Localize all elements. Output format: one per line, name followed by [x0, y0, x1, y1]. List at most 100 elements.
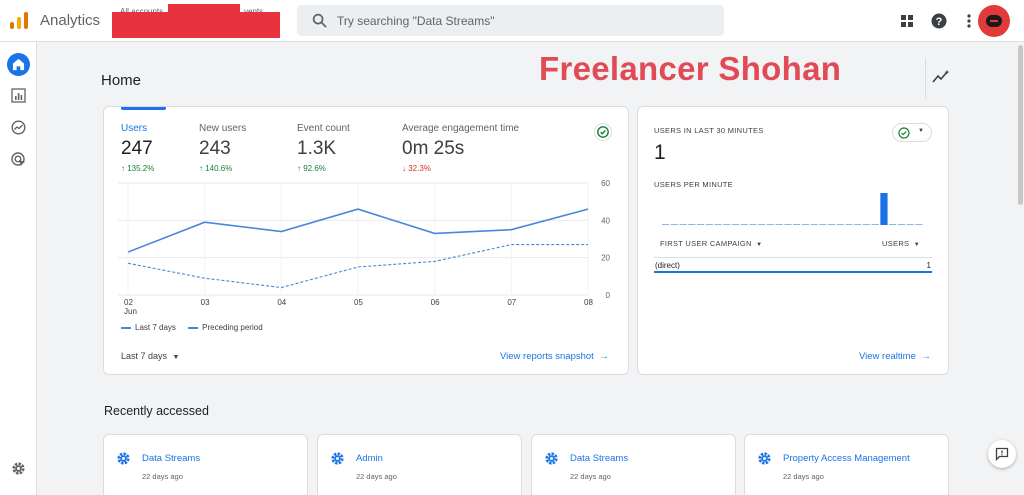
- metric-change-value: 140.6%: [205, 164, 233, 173]
- series-line-preceding-period: [127, 244, 588, 289]
- minute-bar[interactable]: [784, 224, 792, 225]
- metric-tab-users[interactable]: Users 247 ↑ 135.2%: [121, 123, 154, 173]
- minute-bar[interactable]: [662, 224, 670, 225]
- column-header-label: USERS: [882, 239, 910, 248]
- minute-bar[interactable]: [670, 224, 678, 225]
- minute-bar[interactable]: [827, 224, 836, 225]
- left-nav-rail: [0, 42, 37, 495]
- minute-bar[interactable]: [758, 224, 766, 225]
- app-title: Analytics: [40, 12, 101, 29]
- account-picker[interactable]: All accounts vents: [112, 4, 282, 38]
- minute-bar[interactable]: [705, 224, 713, 225]
- link-label: View reports snapshot: [500, 351, 594, 362]
- realtime-card: USERS IN LAST 30 MINUTES 1 ▼ USERS PER M…: [637, 106, 949, 375]
- x-tick-sublabel: Jun: [124, 307, 137, 316]
- minute-bar[interactable]: [871, 224, 879, 225]
- campaign-column-header[interactable]: FIRST USER CAMPAIGN ▼: [660, 239, 762, 248]
- x-tick-label: 04: [277, 298, 286, 307]
- minute-bar[interactable]: [749, 224, 757, 225]
- analytics-logo-icon[interactable]: [9, 12, 29, 30]
- y-tick-label: 0: [606, 291, 611, 300]
- minute-bar[interactable]: [766, 224, 775, 225]
- minute-bar[interactable]: [819, 224, 827, 225]
- legend-item: Last 7 days: [121, 323, 176, 332]
- users-column-header[interactable]: USERS ▼: [882, 239, 920, 248]
- legend-label: Last 7 days: [135, 323, 176, 332]
- insights-sparkle-icon[interactable]: [932, 70, 950, 84]
- x-tick-label: 05: [354, 298, 363, 307]
- view-realtime-link[interactable]: View realtime →: [859, 351, 931, 362]
- redaction-mark: [168, 4, 240, 14]
- recent-item-card[interactable]: Admin 22 days ago: [317, 434, 522, 495]
- arrow-up-icon: ↑: [199, 164, 206, 173]
- help-icon[interactable]: ?: [930, 12, 948, 30]
- series-line-last-7-days: [127, 208, 589, 253]
- arrow-up-icon: ↑: [297, 164, 304, 173]
- minute-bar[interactable]: [915, 224, 923, 225]
- apps-grid-icon[interactable]: [898, 12, 916, 30]
- minute-bar[interactable]: [723, 224, 731, 225]
- metric-change: ↓ 32.3%: [402, 164, 519, 173]
- explore-trend-icon[interactable]: [11, 120, 26, 135]
- minute-bar[interactable]: [714, 224, 722, 225]
- minute-bar[interactable]: [731, 224, 740, 225]
- reports-bar-chart-icon[interactable]: [11, 88, 26, 103]
- avatar[interactable]: [978, 5, 1010, 37]
- overview-card: Users 247 ↑ 135.2% New users 243 ↑ 140.6…: [103, 106, 629, 375]
- avatar-glyph: [986, 15, 1002, 27]
- minute-bar[interactable]: [880, 193, 888, 225]
- more-vert-icon[interactable]: [960, 12, 978, 30]
- realtime-status-dropdown[interactable]: ▼: [892, 123, 932, 142]
- search-box[interactable]: [297, 5, 724, 36]
- minute-bar[interactable]: [854, 224, 862, 225]
- page-scrollbar[interactable]: [1018, 45, 1023, 205]
- metric-tab-new-users[interactable]: New users 243 ↑ 140.6%: [199, 123, 246, 173]
- minute-bar[interactable]: [688, 224, 696, 225]
- recent-item-card[interactable]: Data Streams 22 days ago: [103, 434, 308, 495]
- metric-tab-event-count[interactable]: Event count 1.3K ↑ 92.6%: [297, 123, 350, 173]
- minute-bar[interactable]: [679, 224, 687, 225]
- dropdown-arrow-icon: ▼: [172, 354, 180, 361]
- minute-bar[interactable]: [740, 224, 748, 225]
- x-tick-label: 02: [124, 298, 133, 307]
- feedback-button[interactable]: [988, 440, 1016, 468]
- metric-label: Event count: [297, 123, 350, 134]
- legend-item: Preceding period: [188, 323, 263, 332]
- gear-icon: [117, 452, 130, 465]
- minute-bar[interactable]: [775, 224, 783, 225]
- recent-item-card[interactable]: Property Access Management 22 days ago: [744, 434, 949, 495]
- minute-bar[interactable]: [889, 224, 897, 225]
- admin-gear-icon[interactable]: [11, 461, 26, 476]
- minute-bar[interactable]: [696, 224, 705, 225]
- search-input[interactable]: [337, 5, 717, 36]
- minute-bar[interactable]: [810, 224, 818, 225]
- minute-bar[interactable]: [793, 224, 801, 225]
- legend-swatch-dashed: [188, 326, 199, 329]
- recent-item-card[interactable]: Data Streams 22 days ago: [531, 434, 736, 495]
- metric-change-value: 135.2%: [127, 164, 155, 173]
- view-reports-snapshot-link[interactable]: View reports snapshot →: [500, 351, 609, 362]
- minute-bar[interactable]: [801, 224, 809, 225]
- page-title: Home: [101, 72, 142, 89]
- table-row[interactable]: (direct) 1: [654, 257, 932, 273]
- minute-bar[interactable]: [845, 224, 853, 225]
- metric-change-value: 32.3%: [408, 164, 431, 173]
- metric-change-value: 92.6%: [303, 164, 326, 173]
- minute-bar[interactable]: [836, 224, 844, 225]
- metric-value: 0m 25s: [402, 138, 465, 159]
- realtime-caption: USERS IN LAST 30 MINUTES: [654, 126, 764, 135]
- minute-bar[interactable]: [906, 224, 914, 225]
- recent-item-name: Property Access Management: [783, 453, 910, 464]
- dropdown-arrow-icon: ▼: [913, 242, 920, 248]
- minute-bar[interactable]: [862, 224, 871, 225]
- dropdown-arrow-icon: ▼: [918, 128, 924, 134]
- minute-bar[interactable]: [897, 224, 906, 225]
- check-circle-icon[interactable]: [594, 123, 612, 141]
- metric-tab-engagement-time[interactable]: Average engagement time 0m 25s ↓ 32.3%: [402, 123, 519, 173]
- advertising-target-icon[interactable]: [11, 152, 26, 167]
- nav-home[interactable]: [7, 53, 30, 76]
- date-range-dropdown[interactable]: Last 7 days ▼: [121, 351, 179, 361]
- account-label-suffix: vents: [244, 7, 263, 16]
- metric-label: Users: [121, 123, 148, 134]
- recent-item-name: Admin: [356, 453, 383, 464]
